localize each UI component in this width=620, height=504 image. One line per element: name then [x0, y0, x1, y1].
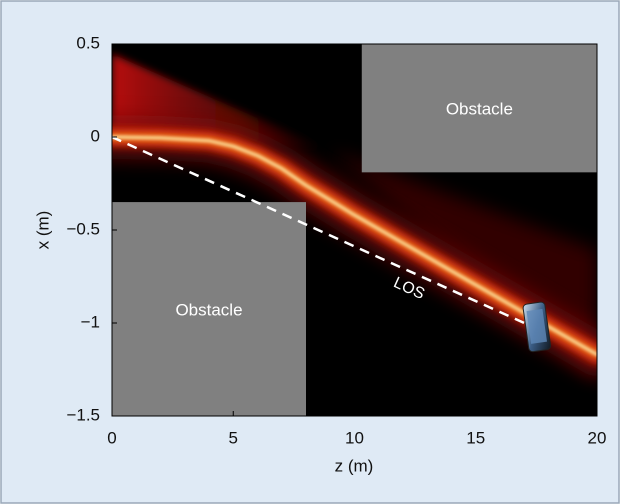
x-tick-label: 0 [107, 428, 116, 447]
x-axis-label: z (m) [335, 456, 374, 475]
x-tick-label: 10 [345, 428, 364, 447]
y-tick-label: −0.5 [66, 219, 100, 238]
chart: ObstacleObstacle LOS z (m) x (m) 0510152… [0, 0, 620, 504]
x-tick-label: 15 [466, 428, 485, 447]
y-tick-label: −1 [81, 312, 100, 331]
obstacle-label: Obstacle [175, 301, 242, 320]
y-tick-label: −1.5 [66, 405, 100, 424]
page: {"chart_data": {"type": "beam", "xlabel"… [0, 0, 620, 504]
y-tick-label: 0.5 [76, 33, 100, 52]
x-tick-label: 5 [229, 428, 238, 447]
x-tick-label: 20 [588, 428, 607, 447]
obstacle-label: Obstacle [446, 100, 513, 119]
y-tick-label: 0 [91, 126, 100, 145]
y-axis-label: x (m) [33, 211, 52, 250]
